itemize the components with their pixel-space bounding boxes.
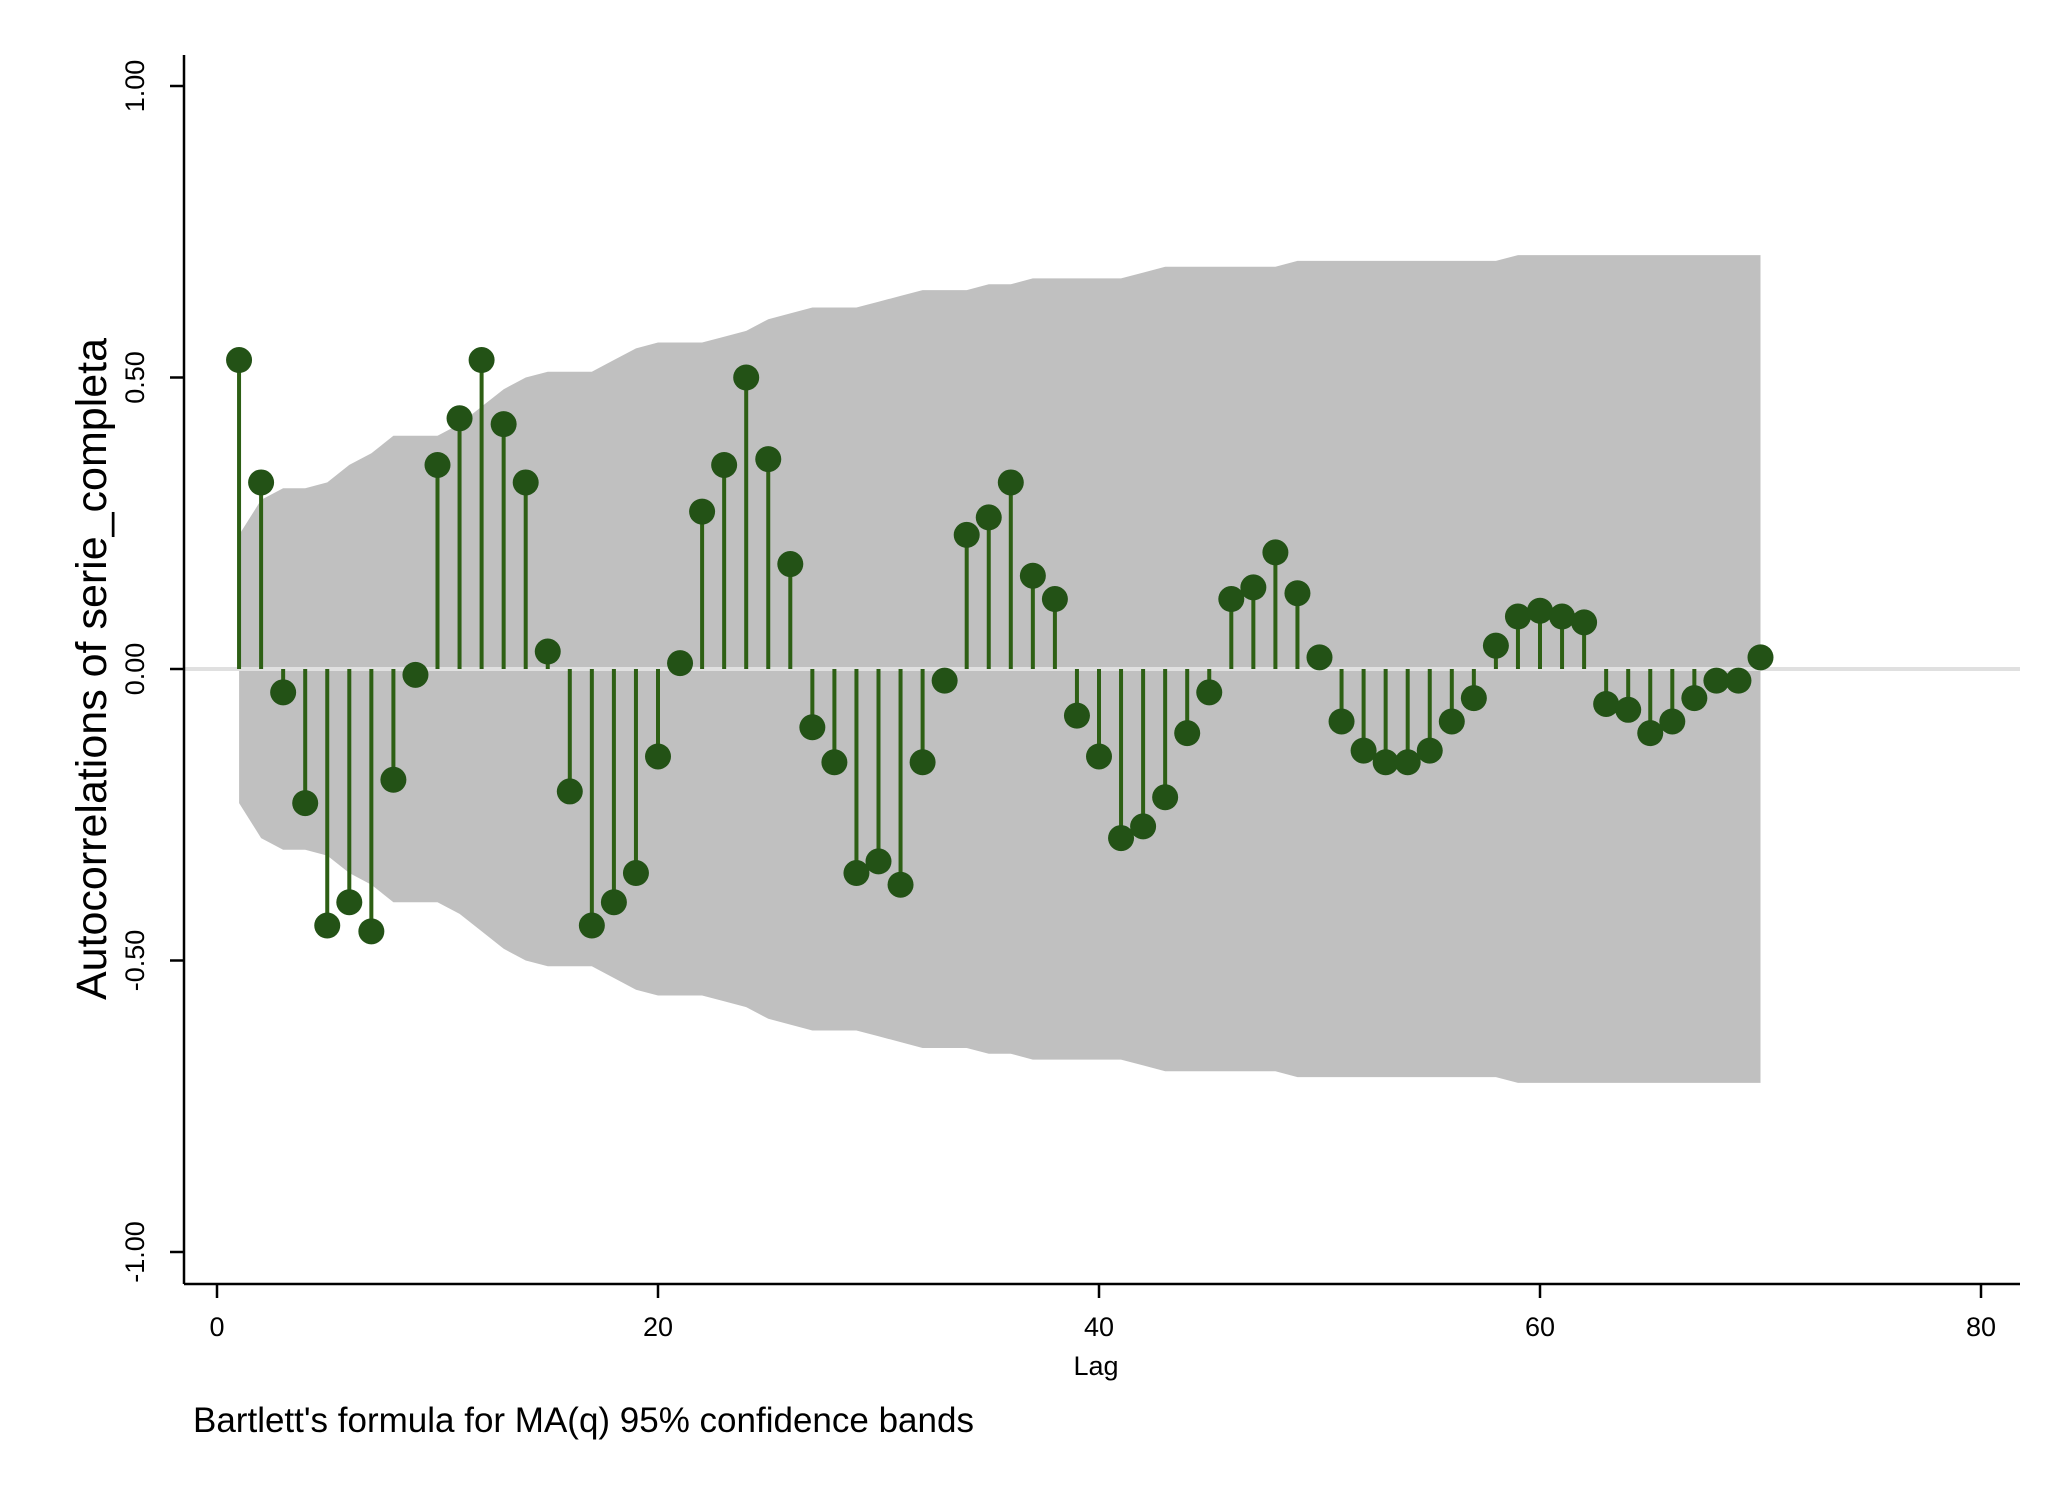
- acf-marker: [248, 469, 275, 496]
- acf-marker: [1152, 784, 1179, 811]
- x-tick-label: 20: [643, 1312, 673, 1342]
- acf-marker: [1284, 580, 1311, 607]
- x-tick-label: 40: [1084, 1312, 1114, 1342]
- y-tick-label: 0.50: [120, 351, 150, 404]
- acf-marker: [1438, 708, 1465, 735]
- acf-marker: [733, 364, 760, 391]
- acf-marker: [490, 411, 517, 438]
- acf-marker: [1108, 825, 1135, 852]
- acf-marker: [1504, 603, 1531, 630]
- acf-marker: [909, 749, 936, 776]
- acf-marker: [1240, 574, 1267, 601]
- acf-marker: [1416, 737, 1443, 764]
- acf-marker: [667, 650, 694, 677]
- acf-marker: [380, 766, 407, 793]
- acf-marker: [1681, 685, 1708, 712]
- acf-marker: [468, 347, 495, 374]
- acf-marker: [953, 521, 980, 548]
- chart-note: Bartlett's formula for MA(q) 95% confide…: [193, 1401, 974, 1440]
- acf-marker: [402, 661, 429, 688]
- acf-marker: [314, 912, 341, 939]
- acf-marker: [1063, 702, 1090, 729]
- x-tick-label: 60: [1525, 1312, 1555, 1342]
- acf-marker: [358, 918, 385, 945]
- acf-marker: [1394, 749, 1421, 776]
- acf-marker: [1571, 609, 1598, 636]
- acf-marker: [1174, 720, 1201, 747]
- acf-marker: [1593, 690, 1620, 717]
- acf-marker: [1482, 632, 1509, 659]
- acf-marker: [821, 749, 848, 776]
- acf-marker: [512, 469, 539, 496]
- acf-marker: [1041, 586, 1068, 613]
- acf-marker: [1328, 708, 1355, 735]
- acf-marker: [711, 451, 738, 478]
- acf-marker: [622, 860, 649, 887]
- acf-marker: [1527, 597, 1553, 624]
- acf-marker: [600, 889, 627, 916]
- acf-marker: [1350, 737, 1377, 764]
- acf-marker: [446, 405, 473, 432]
- acf-marker: [1725, 667, 1752, 694]
- acf-marker: [1262, 539, 1289, 566]
- acf-marker: [270, 679, 297, 706]
- y-tick-label: 1.00: [120, 60, 150, 113]
- acf-marker: [1747, 644, 1774, 671]
- acf-marker: [645, 743, 671, 770]
- acf-marker: [777, 551, 804, 578]
- y-tick-label: -1.00: [120, 1221, 150, 1283]
- x-axis-title: Lag: [1073, 1351, 1118, 1381]
- y-tick-label: 0.00: [120, 643, 150, 696]
- acf-marker: [689, 498, 716, 525]
- acf-marker: [578, 912, 605, 939]
- acf-marker: [336, 889, 363, 916]
- acf-marker: [1549, 603, 1576, 630]
- y-tick-label: -0.50: [120, 930, 150, 992]
- acf-marker: [226, 347, 253, 374]
- acf-marker: [292, 790, 319, 817]
- acf-marker: [556, 778, 583, 805]
- acf-marker: [1019, 562, 1046, 589]
- acf-marker: [1703, 667, 1730, 694]
- acf-marker: [865, 848, 892, 875]
- acf-marker: [975, 504, 1002, 531]
- acf-marker: [1130, 813, 1157, 840]
- acf-marker: [1637, 720, 1664, 747]
- acf-marker: [887, 871, 914, 898]
- x-tick-label: 0: [209, 1312, 224, 1342]
- acf-marker: [1196, 679, 1223, 706]
- acf-marker: [534, 638, 561, 665]
- x-tick-label: 80: [1966, 1312, 1996, 1342]
- acf-marker: [997, 469, 1024, 496]
- acf-marker: [424, 451, 451, 478]
- acf-marker: [843, 860, 870, 887]
- y-axis-title: Autocorrelations of serie_completa: [68, 338, 116, 1000]
- acf-marker: [755, 446, 782, 473]
- acf-marker: [1306, 644, 1333, 671]
- acf-marker: [1218, 586, 1245, 613]
- acf-marker: [1086, 743, 1112, 770]
- acf-marker: [1460, 685, 1487, 712]
- acf-marker: [931, 667, 958, 694]
- acf-marker: [1372, 749, 1399, 776]
- acf-marker: [799, 714, 826, 741]
- axis-layer: -1.00 -0.50 0.00 0.50 1.00 0 20 40 60 80: [120, 55, 2020, 1342]
- acf-marker: [1659, 708, 1686, 735]
- acf-marker: [1615, 696, 1642, 723]
- marker-layer: [226, 347, 1774, 945]
- stem-layer: [237, 360, 1763, 932]
